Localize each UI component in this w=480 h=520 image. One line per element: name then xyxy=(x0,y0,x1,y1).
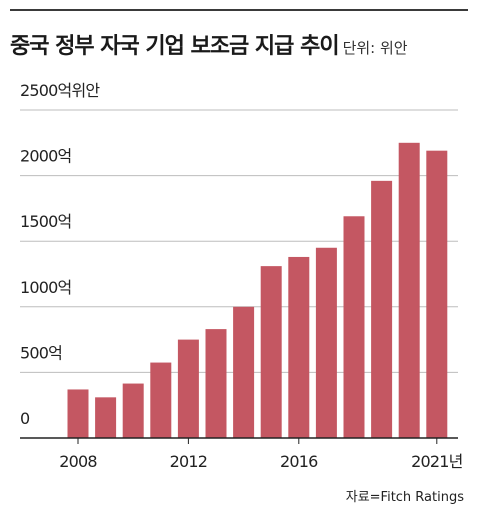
bar xyxy=(122,383,144,438)
y-tick-label: 1000억 xyxy=(20,278,71,297)
y-tick-label: 500억 xyxy=(20,343,62,362)
bar xyxy=(288,256,310,438)
y-tick-label: 1500억 xyxy=(20,212,71,231)
bar xyxy=(260,266,282,438)
bar xyxy=(67,389,89,438)
bar xyxy=(95,397,117,438)
unit-label: 단위: 위안 xyxy=(342,39,408,57)
bar xyxy=(205,329,227,438)
chart-title-text: 중국 정부 자국 기업 보조금 지급 추이 xyxy=(10,34,340,59)
y-tick-label: 2000억 xyxy=(20,147,71,166)
bar xyxy=(426,150,448,438)
x-tick-label: 2012 xyxy=(170,452,208,471)
bar xyxy=(315,247,337,438)
y-tick-label: 0 xyxy=(20,409,30,428)
x-tick-label: 2016 xyxy=(280,452,318,471)
bar xyxy=(343,216,365,438)
bar xyxy=(398,142,420,439)
bar xyxy=(233,306,255,438)
x-tick-label: 2008 xyxy=(59,452,97,471)
bar xyxy=(371,180,393,438)
bar xyxy=(177,339,199,438)
y-tick-label: 2500억위안 xyxy=(20,81,100,100)
bar xyxy=(150,362,172,438)
top-rule xyxy=(10,9,468,11)
x-tick-label: 2021년 xyxy=(411,452,463,471)
chart-title: 중국 정부 자국 기업 보조금 지급 추이 단위: 위안 xyxy=(10,28,408,60)
source-note: 자료=Fitch Ratings xyxy=(345,490,464,505)
